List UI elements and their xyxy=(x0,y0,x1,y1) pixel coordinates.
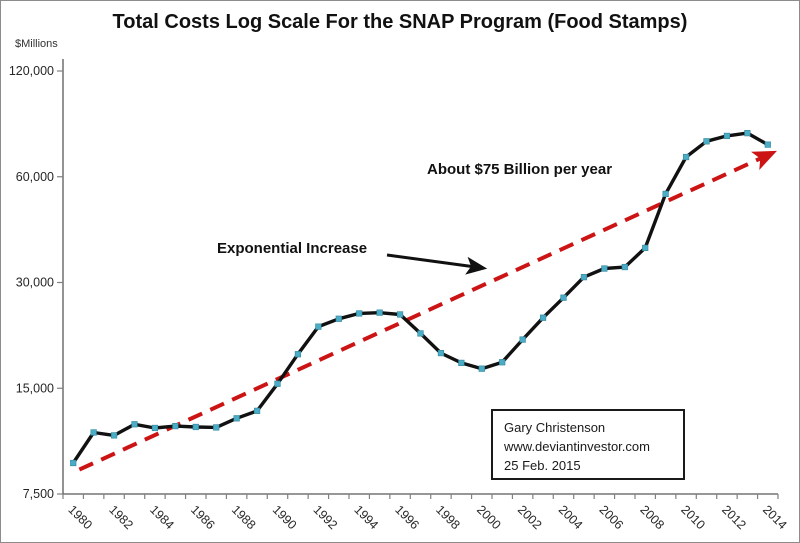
y-tick-label: 15,000 xyxy=(16,381,54,395)
x-tick-label: 2012 xyxy=(719,503,749,533)
data-point-marker xyxy=(376,309,383,316)
data-point-marker xyxy=(744,130,751,137)
data-point-marker xyxy=(499,359,506,366)
data-point-marker xyxy=(315,323,322,330)
data-point-marker xyxy=(642,244,649,251)
chart-title: Total Costs Log Scale For the SNAP Progr… xyxy=(112,11,688,33)
x-tick-label: 1996 xyxy=(392,503,422,533)
annotation-arrow xyxy=(386,253,488,275)
data-point-marker xyxy=(560,294,567,301)
source-author: Gary Christenson xyxy=(504,420,606,435)
x-tick-label: 1994 xyxy=(351,503,381,533)
annotation-per-year: About $75 Billion per year xyxy=(427,161,613,178)
data-point-marker xyxy=(682,153,690,161)
data-point-marker xyxy=(233,415,240,422)
data-point-marker xyxy=(294,351,302,358)
data-point-marker xyxy=(539,314,547,321)
data-point-marker xyxy=(274,380,281,387)
data-point-marker xyxy=(131,421,138,428)
x-tick-label: 1984 xyxy=(147,503,177,533)
x-tick-label: 2006 xyxy=(597,503,627,533)
data-point-marker xyxy=(519,336,526,343)
data-point-marker xyxy=(110,432,118,439)
source-website: www.deviantinvestor.com xyxy=(504,439,650,454)
data-point-marker xyxy=(437,350,445,357)
data-point-marker xyxy=(396,311,404,318)
y-tick-label: 120,000 xyxy=(9,64,54,78)
y-axis-unit-label: $Millions xyxy=(15,38,58,50)
data-point-marker xyxy=(458,359,465,367)
data-series xyxy=(70,130,771,467)
x-tick-label: 1998 xyxy=(433,503,463,533)
data-point-marker xyxy=(70,459,77,467)
data-point-marker xyxy=(151,424,159,432)
data-point-marker xyxy=(478,365,485,372)
x-tick-label: 1980 xyxy=(65,503,95,533)
x-tick-label: 1992 xyxy=(311,503,341,533)
data-point-marker xyxy=(356,310,363,317)
exponential-arrow xyxy=(386,253,488,275)
data-point-marker xyxy=(703,138,710,145)
data-point-marker xyxy=(580,274,588,281)
x-tick-label: 1990 xyxy=(270,503,300,533)
y-tick-label: 60,000 xyxy=(16,170,54,184)
data-point-marker xyxy=(417,330,424,337)
data-point-marker xyxy=(253,407,261,414)
data-point-marker xyxy=(213,424,220,431)
data-point-marker xyxy=(723,132,731,140)
x-tick-label: 1988 xyxy=(229,503,259,533)
source-infobox: Gary Christenson www.deviantinvestor.com… xyxy=(491,409,685,480)
data-point-marker xyxy=(601,265,608,272)
annotation-exponential-increase: Exponential Increase xyxy=(217,240,368,257)
source-date: 25 Feb. 2015 xyxy=(504,458,581,473)
x-tick-label: 1982 xyxy=(106,503,136,533)
data-point-marker xyxy=(192,423,199,431)
data-point-marker xyxy=(335,315,342,322)
trendline xyxy=(78,150,777,472)
y-tick-label: 30,000 xyxy=(16,276,54,290)
data-point-marker xyxy=(662,190,669,197)
data-point-marker xyxy=(621,263,628,271)
data-point-marker xyxy=(172,423,179,430)
x-tick-label: 2014 xyxy=(760,503,790,533)
x-tick-label: 1986 xyxy=(188,503,218,533)
x-tick-label: 2010 xyxy=(678,503,708,533)
x-tick-label: 2002 xyxy=(515,503,545,533)
data-point-marker xyxy=(90,429,97,436)
data-point-marker xyxy=(764,141,771,148)
x-tick-label: 2004 xyxy=(556,503,586,533)
x-tick-label: 2008 xyxy=(637,503,667,533)
x-tick-label: 2000 xyxy=(474,503,504,533)
y-tick-label: 7,500 xyxy=(23,487,54,501)
trendline-dashed xyxy=(78,150,777,472)
